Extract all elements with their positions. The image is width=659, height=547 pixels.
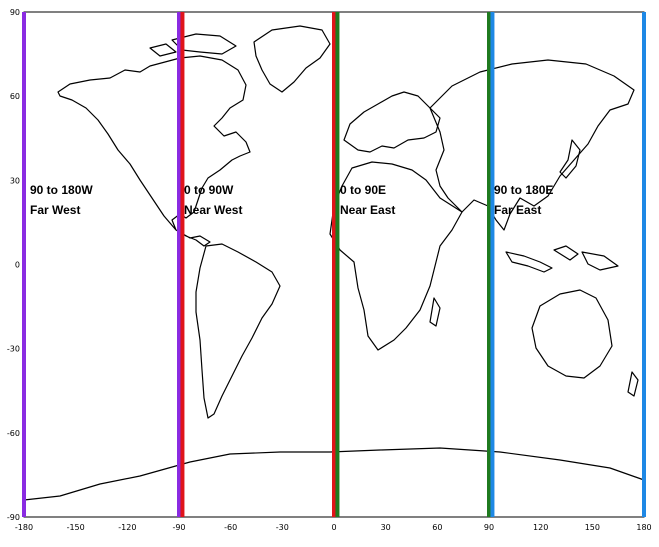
x-tick-label: 60 [432, 523, 442, 532]
region-labels: 90 to 180W Far West 0 to 90W Near West 0… [30, 183, 553, 217]
longitude-dividers [22, 12, 646, 517]
region-range-near-west: 0 to 90W [184, 183, 234, 197]
x-tick-label: -180 [15, 523, 33, 532]
y-tick-label: 0 [15, 261, 20, 270]
region-name-near-east: Near East [340, 203, 395, 217]
y-tick-label: 90 [10, 8, 20, 17]
x-tick-label: 120 [533, 523, 548, 532]
x-tick-label: 150 [585, 523, 600, 532]
x-tick-label: -120 [118, 523, 136, 532]
region-range-far-east: 90 to 180E [494, 183, 553, 197]
x-tick-label: 180 [636, 523, 651, 532]
x-tick-label: 90 [484, 523, 494, 532]
x-tick-label: -60 [224, 523, 237, 532]
x-tick-label: -90 [172, 523, 185, 532]
region-range-near-east: 0 to 90E [340, 183, 386, 197]
x-tick-label: -150 [67, 523, 85, 532]
region-name-near-west: Near West [184, 203, 242, 217]
x-tick-label: 0 [331, 523, 336, 532]
y-axis-ticks: 90 60 30 0 -30 -60 -90 [7, 8, 20, 522]
region-name-far-west: Far West [30, 203, 80, 217]
x-axis-ticks: -180 -150 -120 -90 -60 -30 0 30 60 90 120 150 180 [15, 523, 652, 532]
y-tick-label: 60 [10, 92, 20, 101]
x-tick-label: -30 [276, 523, 289, 532]
region-name-far-east: Far East [494, 203, 541, 217]
region-range-far-west: 90 to 180W [30, 183, 93, 197]
y-tick-label: -60 [7, 429, 20, 438]
y-tick-label: -30 [7, 345, 20, 354]
y-tick-label: 30 [10, 176, 20, 185]
x-tick-label: 30 [381, 523, 391, 532]
y-tick-label: -90 [7, 513, 20, 522]
